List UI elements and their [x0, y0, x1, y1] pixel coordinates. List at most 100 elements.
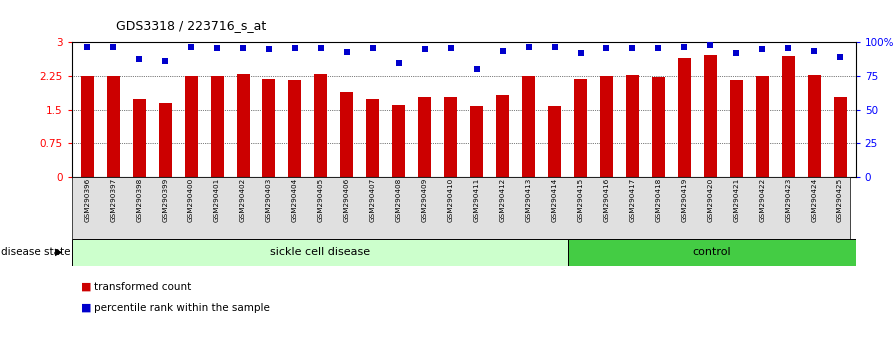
Bar — [626, 75, 639, 177]
Text: GSM290425: GSM290425 — [837, 178, 843, 223]
Bar — [678, 58, 691, 177]
Bar — [211, 76, 223, 177]
Text: GSM290411: GSM290411 — [474, 178, 479, 223]
Point — [599, 45, 614, 51]
Point — [184, 44, 198, 49]
Text: GSM290422: GSM290422 — [759, 178, 765, 223]
Text: GSM290405: GSM290405 — [318, 178, 323, 223]
Text: GSM290400: GSM290400 — [188, 178, 194, 223]
Text: GSM290407: GSM290407 — [370, 178, 375, 223]
Text: GSM290416: GSM290416 — [604, 178, 609, 223]
Bar — [159, 103, 172, 177]
Bar — [263, 79, 275, 177]
Text: disease state: disease state — [1, 247, 71, 257]
Text: ■: ■ — [81, 303, 91, 313]
Text: GSM290419: GSM290419 — [681, 178, 687, 223]
Point — [366, 45, 380, 51]
Bar — [392, 105, 405, 177]
Bar — [470, 106, 483, 177]
Bar — [340, 92, 353, 177]
Text: GSM290420: GSM290420 — [707, 178, 713, 223]
Text: sickle cell disease: sickle cell disease — [270, 247, 370, 257]
Point — [651, 45, 666, 51]
Point — [444, 45, 458, 51]
Point — [807, 48, 822, 53]
Bar — [314, 74, 327, 177]
Bar — [418, 97, 431, 177]
Point — [833, 55, 848, 60]
Text: control: control — [693, 247, 731, 257]
Point — [288, 45, 302, 51]
Bar — [496, 95, 509, 177]
Point — [573, 50, 588, 56]
Text: GSM290397: GSM290397 — [110, 178, 116, 223]
Text: GSM290414: GSM290414 — [552, 178, 557, 223]
Point — [495, 48, 510, 53]
Bar — [366, 99, 379, 177]
Text: transformed count: transformed count — [94, 282, 192, 292]
Text: GSM290396: GSM290396 — [84, 178, 90, 223]
Text: percentile rank within the sample: percentile rank within the sample — [94, 303, 270, 313]
Bar — [81, 76, 94, 177]
Point — [703, 42, 718, 48]
Bar — [133, 99, 146, 177]
Text: GSM290413: GSM290413 — [526, 178, 531, 223]
Bar — [755, 76, 769, 177]
Bar — [72, 239, 568, 266]
Bar — [444, 97, 457, 177]
Point — [392, 60, 406, 65]
Point — [132, 56, 146, 62]
Bar — [600, 76, 613, 177]
Point — [755, 46, 770, 52]
Text: GSM290398: GSM290398 — [136, 178, 142, 223]
Point — [781, 45, 796, 51]
Point — [677, 44, 692, 49]
Bar — [833, 97, 847, 177]
Point — [80, 44, 94, 49]
Point — [236, 45, 250, 51]
Text: ▶: ▶ — [56, 247, 63, 257]
Point — [547, 44, 562, 49]
Bar — [107, 76, 120, 177]
Bar — [729, 80, 743, 177]
Point — [729, 50, 744, 56]
Bar — [237, 74, 249, 177]
Text: GSM290406: GSM290406 — [344, 178, 349, 223]
Bar — [185, 76, 198, 177]
Point — [418, 46, 432, 52]
Text: GSM290410: GSM290410 — [448, 178, 453, 223]
Point — [521, 44, 536, 49]
Point — [158, 58, 172, 64]
Text: GSM290408: GSM290408 — [396, 178, 401, 223]
Bar — [574, 79, 587, 177]
Text: GSM290424: GSM290424 — [811, 178, 817, 223]
Text: ■: ■ — [81, 282, 91, 292]
Point — [340, 49, 354, 55]
Point — [314, 45, 328, 51]
Text: GDS3318 / 223716_s_at: GDS3318 / 223716_s_at — [116, 19, 267, 32]
Bar — [704, 55, 717, 177]
Bar — [807, 75, 821, 177]
Text: GSM290415: GSM290415 — [578, 178, 583, 223]
Text: GSM290423: GSM290423 — [785, 178, 791, 223]
Text: GSM290401: GSM290401 — [214, 178, 220, 223]
Text: GSM290403: GSM290403 — [266, 178, 272, 223]
Bar — [652, 78, 665, 177]
Point — [470, 67, 484, 72]
Text: GSM290402: GSM290402 — [240, 178, 246, 223]
Point — [210, 45, 224, 51]
Text: GSM290412: GSM290412 — [500, 178, 505, 223]
Bar — [568, 239, 856, 266]
Point — [106, 44, 120, 49]
Text: GSM290418: GSM290418 — [655, 178, 661, 223]
Bar — [289, 80, 301, 177]
Point — [625, 45, 640, 51]
Point — [262, 46, 276, 52]
Bar — [548, 106, 561, 177]
Text: GSM290399: GSM290399 — [162, 178, 168, 223]
Bar — [781, 56, 795, 177]
Text: GSM290421: GSM290421 — [733, 178, 739, 223]
Text: GSM290417: GSM290417 — [629, 178, 635, 223]
Text: GSM290409: GSM290409 — [422, 178, 427, 223]
Text: GSM290404: GSM290404 — [292, 178, 298, 223]
